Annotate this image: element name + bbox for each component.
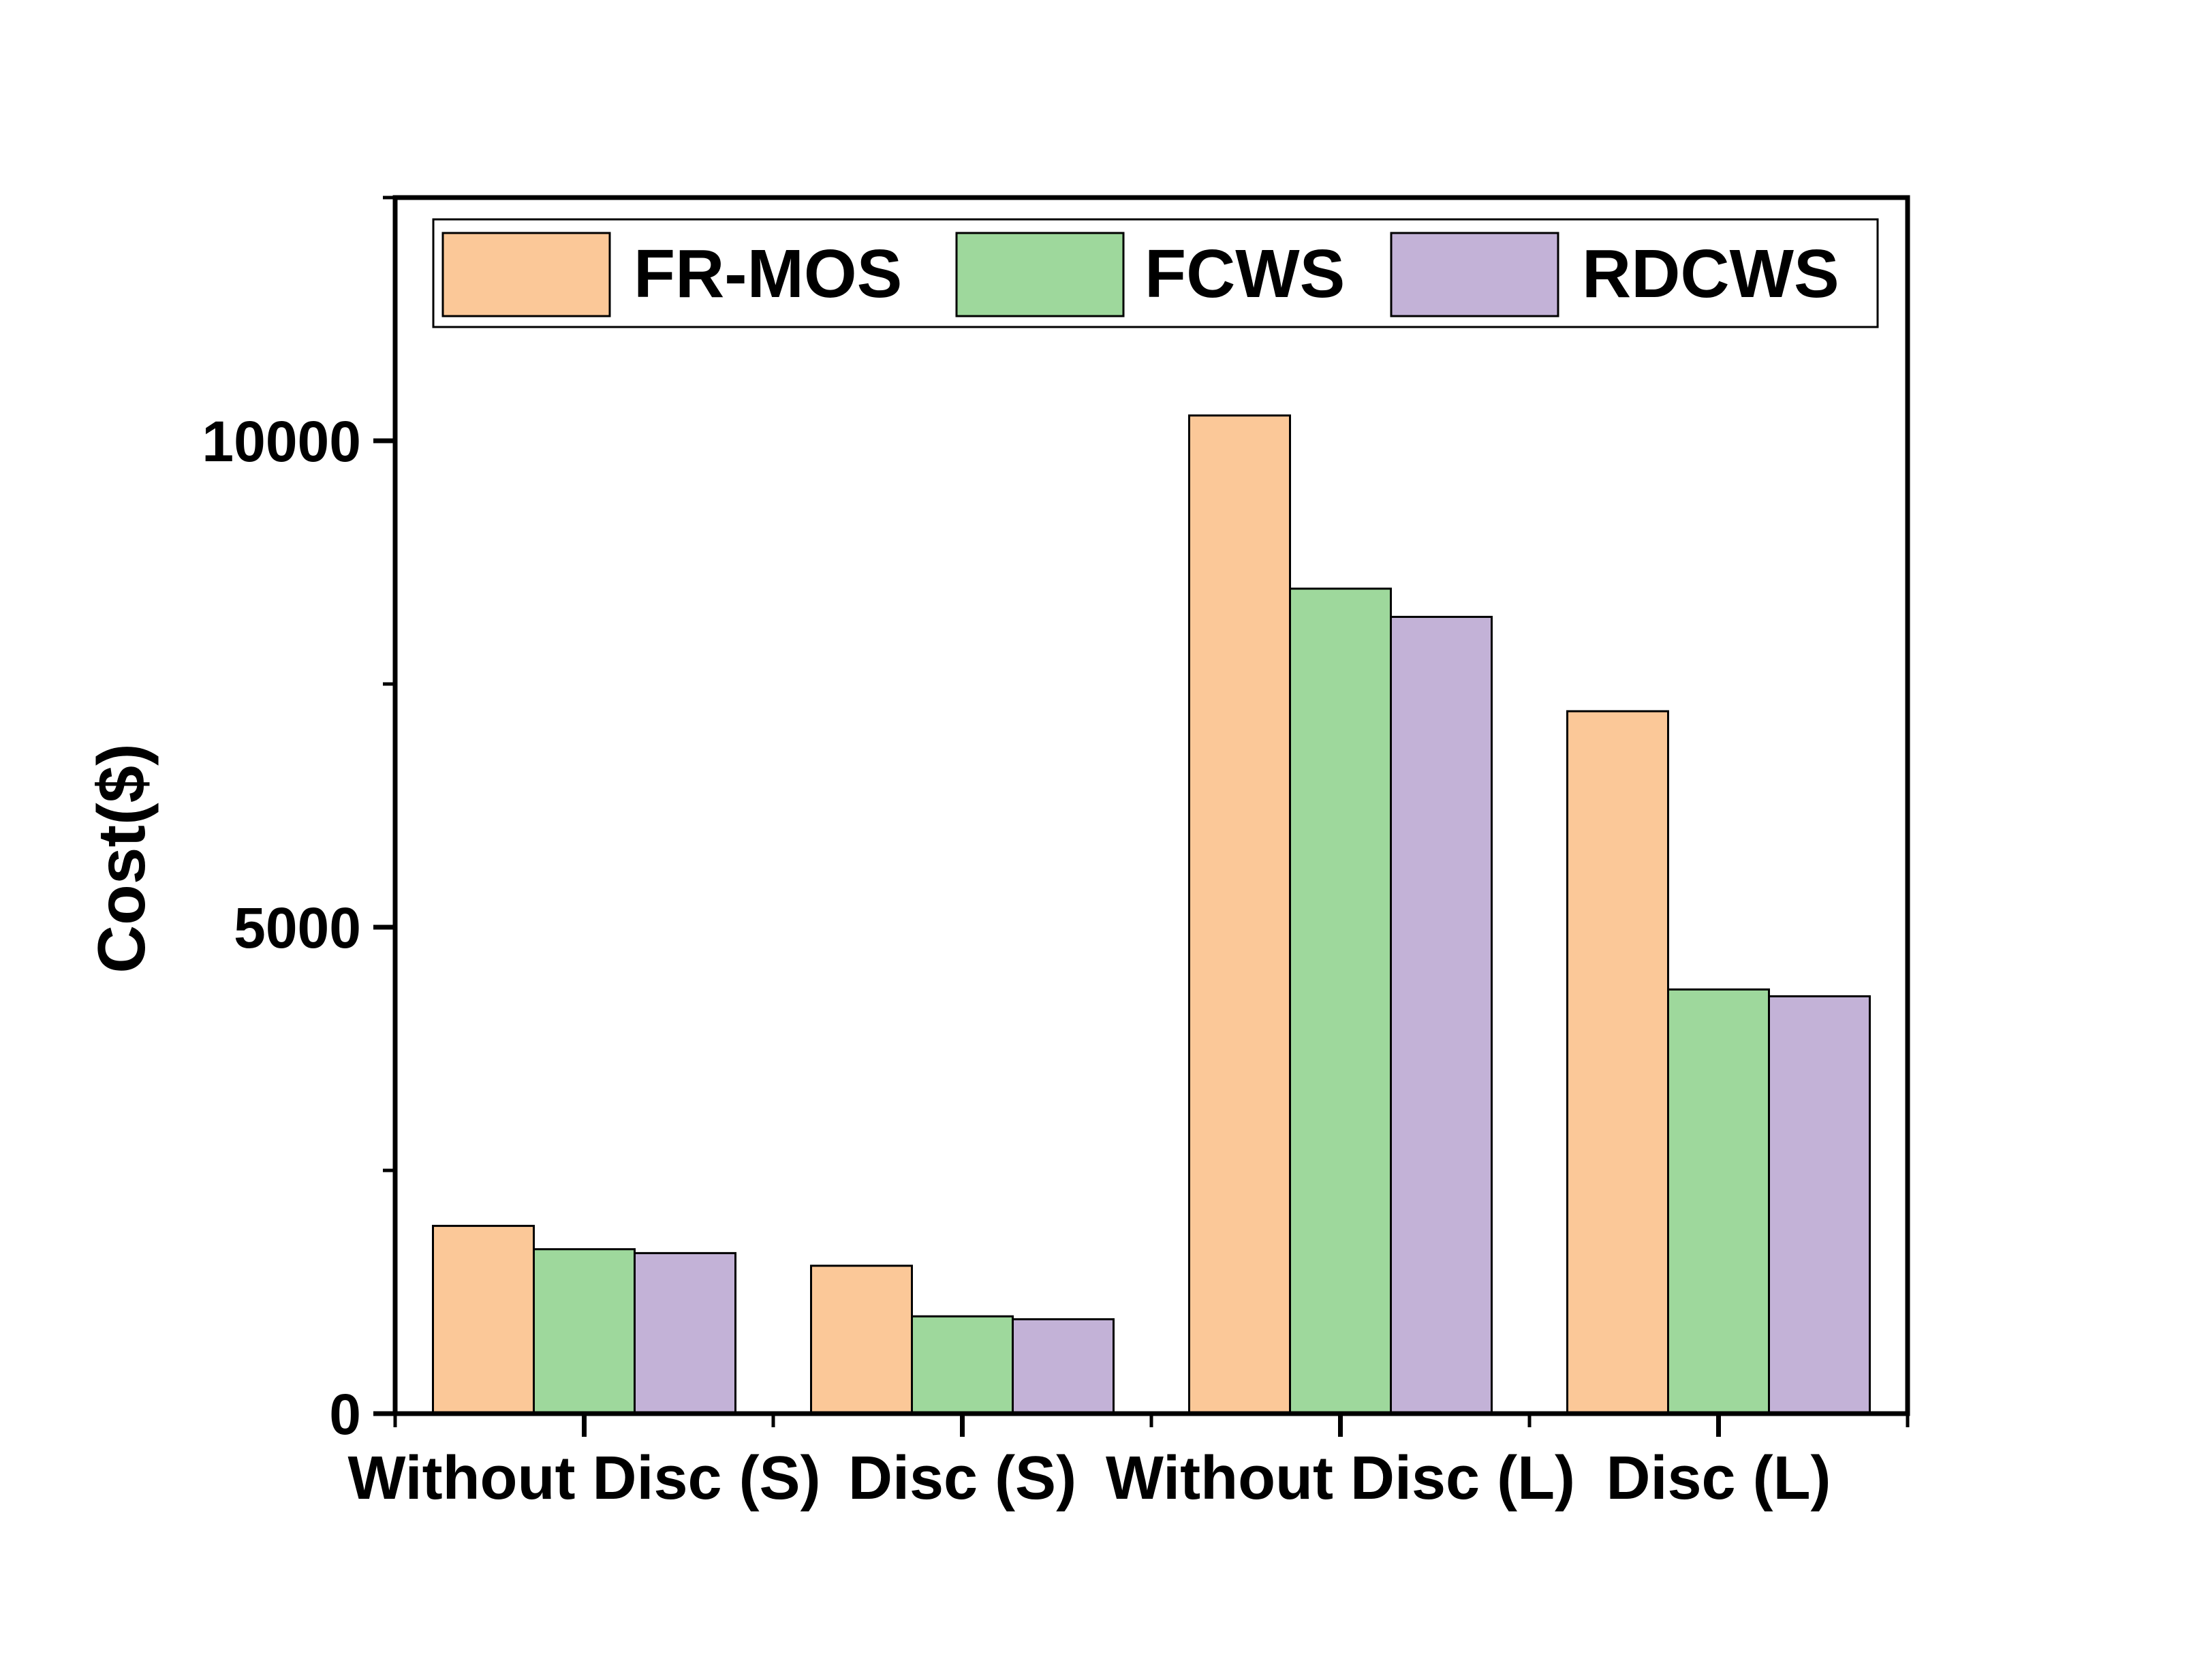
bar-fcws-1 <box>533 1248 636 1415</box>
legend: FR-MOS FCWS RDCWS <box>432 218 1879 328</box>
bar-fcws-2 <box>911 1315 1014 1415</box>
legend-label-rdcws: RDCWS <box>1582 236 1839 312</box>
bar-fr-mos-4 <box>1566 710 1669 1415</box>
legend-swatch-rdcws <box>1390 232 1559 317</box>
bar-rdcws-4 <box>1768 995 1871 1415</box>
x-tick-label: Disc (S) <box>848 1444 1076 1512</box>
labels-layer: Cost($) Without Disc (S) Disc (S) Without … <box>84 743 1831 1512</box>
legend-label-fcws: FCWS <box>1145 236 1345 312</box>
bar-rdcws-1 <box>634 1251 736 1415</box>
legend-box <box>432 218 1879 328</box>
bar-fr-mos-1 <box>432 1224 535 1415</box>
bar-rdcws-3 <box>1390 615 1493 1415</box>
bar-fr-mos-3 <box>1188 414 1291 1415</box>
y-tick-label: 0 <box>329 1382 361 1446</box>
bar-fr-mos-2 <box>810 1264 913 1415</box>
ticks-layer: 0 5000 10000 <box>202 196 1910 1446</box>
bar-fcws-3 <box>1289 587 1392 1415</box>
y-axis-title: Cost($) <box>84 743 159 974</box>
bars-layer <box>432 414 1871 1415</box>
y-tick-label: 10000 <box>202 409 361 473</box>
x-tick-label: Disc (L) <box>1606 1444 1831 1512</box>
legend-swatch-fr-mos <box>441 232 611 317</box>
x-tick-label: Without Disc (L) <box>1106 1444 1575 1512</box>
bar-rdcws-2 <box>1012 1318 1115 1415</box>
bar-fcws-4 <box>1667 988 1770 1415</box>
legend-label-fr-mos: FR-MOS <box>634 236 902 312</box>
y-tick-label: 5000 <box>234 896 361 960</box>
legend-swatch-fcws <box>955 232 1125 317</box>
x-tick-label: Without Disc (S) <box>347 1444 820 1512</box>
